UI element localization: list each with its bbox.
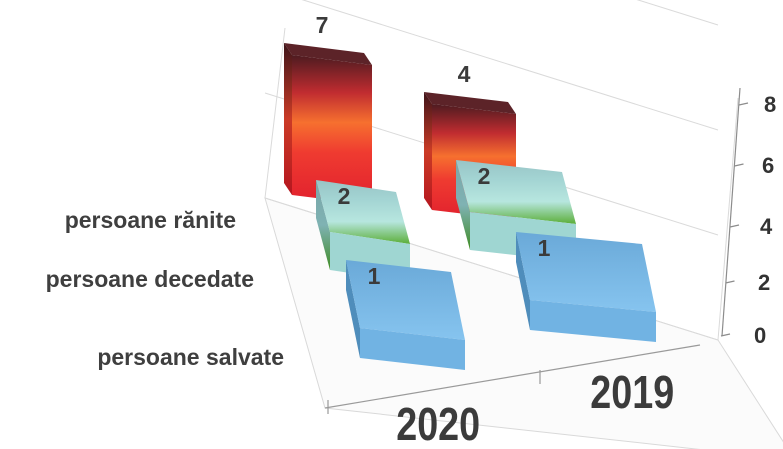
gridline <box>636 0 719 26</box>
bar-top <box>284 43 372 65</box>
data-label: 2 <box>478 163 491 189</box>
series-label: persoane salvate <box>97 344 284 370</box>
axis-lines <box>264 27 749 414</box>
y-tick-label: 2 <box>758 270 770 295</box>
series-label: persoane rănite <box>65 207 236 233</box>
series-label: persoane decedate <box>46 266 254 292</box>
y-tick-label: 4 <box>760 214 773 239</box>
wall-edge-left <box>264 27 286 199</box>
bar-side <box>346 260 360 358</box>
value-axis-tick <box>729 224 740 228</box>
value-axis <box>721 87 741 337</box>
category-axis <box>324 344 701 409</box>
bar-2020-1 <box>316 180 410 244</box>
wall-edge-right <box>717 97 739 341</box>
bar-front <box>360 328 465 370</box>
bar-side <box>456 160 470 250</box>
value-axis-tick <box>738 102 749 106</box>
bar-front <box>530 300 656 342</box>
value-axis-tick <box>725 280 735 284</box>
y-tick-label: 8 <box>764 92 776 117</box>
bar-2019-2 <box>516 232 656 312</box>
bar-side <box>424 92 432 210</box>
value-axis-tick <box>720 333 731 337</box>
data-label: 1 <box>368 263 381 289</box>
category-label: 2020 <box>396 398 480 449</box>
bar-side <box>316 180 330 270</box>
bars <box>284 43 656 370</box>
y-tick-label: 0 <box>754 323 766 348</box>
data-label: 7 <box>316 12 329 38</box>
data-label: 1 <box>538 235 551 261</box>
gridline <box>301 0 719 131</box>
category-label: 2019 <box>590 366 674 417</box>
value-axis-tick <box>734 163 744 167</box>
bar-side <box>516 232 530 330</box>
bar-side <box>284 43 292 195</box>
data-label: 2 <box>338 183 351 209</box>
bar-2019-1 <box>456 160 576 224</box>
data-label: 4 <box>458 61 471 87</box>
bar-2020-0 <box>292 55 372 205</box>
bar-2020-2 <box>346 260 465 340</box>
labels: 0 2 4 6 8 persoane rănite persoane decedate per… <box>46 12 777 449</box>
bar-top <box>424 92 516 114</box>
y-tick-label: 6 <box>762 153 774 178</box>
